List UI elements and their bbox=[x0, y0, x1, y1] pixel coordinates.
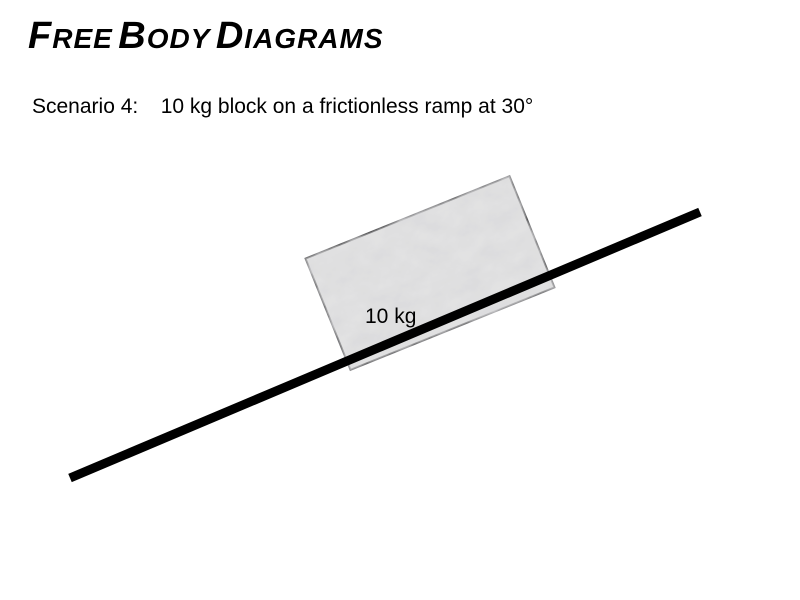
free-body-diagram bbox=[0, 0, 800, 600]
block-highlight bbox=[306, 176, 555, 370]
block-mass-label: 10 kg bbox=[365, 305, 416, 329]
block-group bbox=[306, 176, 555, 370]
